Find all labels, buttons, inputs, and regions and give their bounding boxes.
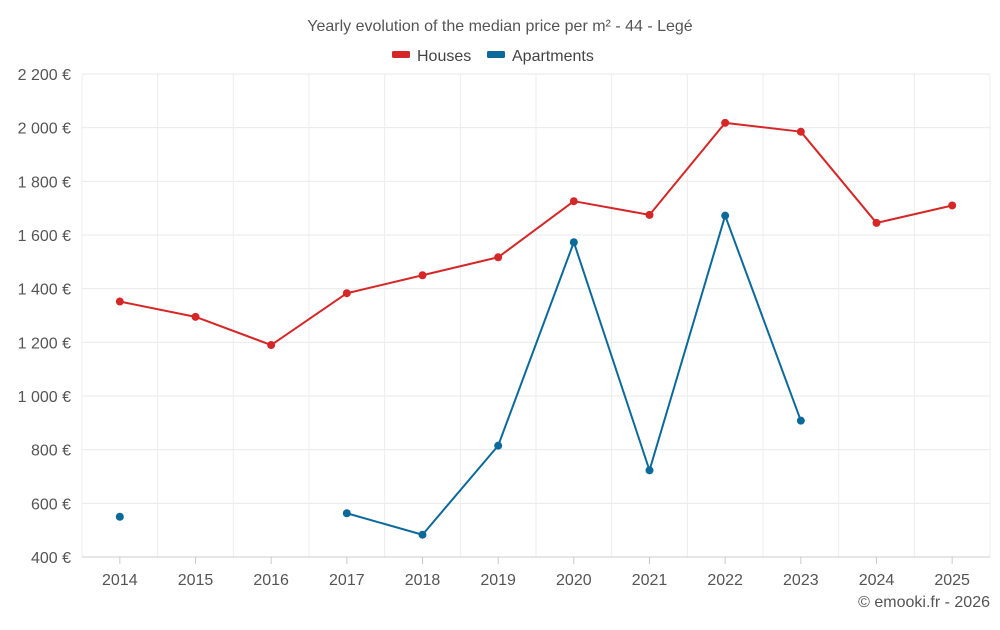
- data-point-apartments[interactable]: [796, 416, 805, 425]
- data-point-houses[interactable]: [418, 271, 427, 280]
- series-layer: [115, 118, 957, 539]
- data-point-houses[interactable]: [569, 197, 578, 206]
- y-tick-label: 1 800 €: [18, 174, 71, 191]
- x-tick-label: 2025: [934, 572, 970, 589]
- data-point-apartments[interactable]: [115, 512, 124, 521]
- y-tick-label: 400 €: [31, 550, 71, 567]
- y-tick-label: 1 200 €: [18, 335, 71, 352]
- data-point-apartments[interactable]: [494, 441, 503, 450]
- y-tick-label: 2 200 €: [18, 67, 71, 84]
- legend[interactable]: Houses Apartments: [392, 48, 594, 65]
- x-tick-label: 2023: [783, 572, 819, 589]
- data-point-houses[interactable]: [645, 210, 654, 219]
- data-point-houses[interactable]: [494, 253, 503, 262]
- grid-lines: [81, 73, 991, 557]
- data-point-apartments[interactable]: [569, 238, 578, 247]
- data-point-apartments[interactable]: [721, 211, 730, 220]
- x-tick-label: 2019: [480, 572, 516, 589]
- x-tick-label: 2014: [102, 572, 138, 589]
- credit-text: © emooki.fr - 2026: [858, 594, 990, 611]
- x-tick-label: 2022: [707, 572, 743, 589]
- x-tick-label: 2015: [178, 572, 214, 589]
- legend-label-houses: Houses: [417, 48, 471, 65]
- series-line-apartments: [346, 214, 802, 536]
- y-tick-label: 1 400 €: [18, 282, 71, 299]
- axes: 400 € 600 € 800 € 1 000 € 1 200 € 1 400 € 1 60…: [18, 67, 990, 589]
- data-point-apartments[interactable]: [418, 530, 427, 539]
- y-tick-label: 2 000 €: [18, 121, 71, 138]
- data-point-houses[interactable]: [267, 341, 276, 350]
- y-tick-label: 800 €: [31, 443, 71, 460]
- data-point-houses[interactable]: [948, 201, 957, 210]
- y-tick-label: 1 000 €: [18, 389, 71, 406]
- data-point-houses[interactable]: [191, 312, 200, 321]
- x-tick-label: 2017: [329, 572, 365, 589]
- x-tick-label: 2024: [859, 572, 895, 589]
- series-line-houses: [119, 121, 953, 347]
- data-point-houses[interactable]: [342, 289, 351, 298]
- data-point-apartments[interactable]: [645, 466, 654, 475]
- data-point-houses[interactable]: [721, 118, 730, 127]
- y-tick-label: 1 600 €: [18, 228, 71, 245]
- legend-item-houses[interactable]: Houses: [392, 48, 471, 65]
- legend-item-apartments[interactable]: Apartments: [487, 48, 594, 65]
- x-tick-label: 2018: [405, 572, 441, 589]
- legend-swatch-apartments: [487, 51, 505, 58]
- legend-label-apartments: Apartments: [512, 48, 594, 65]
- chart-title: Yearly evolution of the median price per…: [307, 18, 693, 35]
- data-point-houses[interactable]: [872, 218, 881, 227]
- data-point-houses[interactable]: [115, 297, 124, 306]
- legend-swatch-houses: [392, 51, 410, 58]
- data-point-houses[interactable]: [796, 127, 805, 136]
- y-tick-label: 600 €: [31, 496, 71, 513]
- x-tick-label: 2021: [632, 572, 668, 589]
- data-point-apartments[interactable]: [342, 509, 351, 518]
- x-tick-label: 2020: [556, 572, 592, 589]
- x-tick-label: 2016: [253, 572, 289, 589]
